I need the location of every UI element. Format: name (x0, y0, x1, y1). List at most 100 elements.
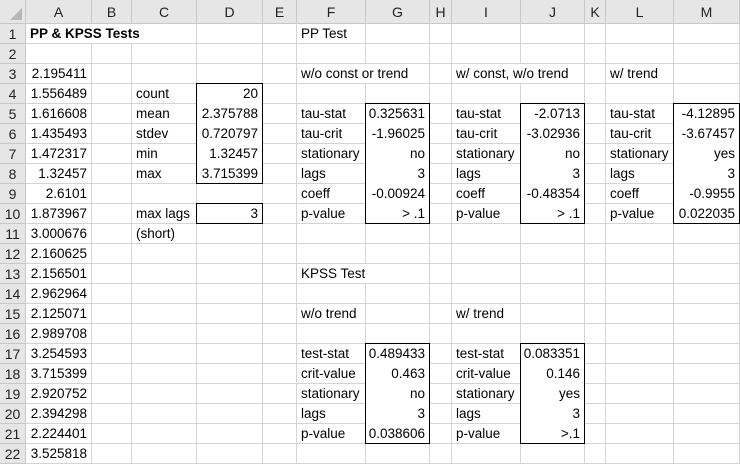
cell[interactable] (452, 244, 521, 264)
cell[interactable] (430, 124, 452, 144)
cell-j17[interactable]: 0.083351 (523, 346, 580, 361)
cell-a1[interactable]: PP & KPSS Tests (27, 24, 143, 43)
cell[interactable] (92, 284, 132, 304)
cell[interactable] (430, 424, 452, 444)
cell[interactable] (197, 324, 263, 344)
cell-c8[interactable]: max (133, 164, 165, 183)
cell[interactable] (585, 384, 606, 404)
cell[interactable] (26, 64, 92, 84)
cell-f21[interactable]: p-value (298, 424, 349, 443)
cell[interactable] (132, 64, 197, 84)
cell[interactable] (92, 224, 132, 244)
cell[interactable] (197, 264, 263, 284)
select-all-corner[interactable] (0, 0, 26, 24)
cell-g8[interactable]: 3 (417, 166, 425, 181)
cell[interactable] (132, 244, 197, 264)
cell-a20[interactable]: 2.394298 (30, 406, 87, 421)
cell-f3[interactable]: w/o const or trend (298, 64, 412, 83)
cell-a5[interactable]: 1.616608 (30, 106, 87, 121)
cell[interactable] (26, 284, 92, 304)
row-header-10[interactable]: 10 (0, 204, 26, 224)
cell[interactable] (430, 364, 452, 384)
cell-c11[interactable]: (short) (133, 224, 179, 243)
cell[interactable] (197, 24, 263, 44)
cell-i21[interactable]: p-value (453, 424, 504, 443)
cell-j5[interactable]: -2.0713 (534, 106, 580, 121)
column-header-j[interactable]: J (521, 0, 585, 24)
cell-a22[interactable]: 3.525818 (30, 446, 87, 461)
cell[interactable] (430, 204, 452, 224)
cell[interactable] (92, 244, 132, 264)
column-header-e[interactable]: E (263, 0, 297, 24)
cell[interactable] (26, 184, 92, 204)
cell-l8[interactable]: lags (607, 164, 638, 183)
cell-f8[interactable]: lags (298, 164, 329, 183)
cell[interactable] (297, 284, 366, 304)
cell[interactable] (26, 304, 92, 324)
cell[interactable] (452, 324, 521, 344)
cell-m10[interactable]: 0.022035 (678, 206, 735, 221)
cell[interactable] (606, 444, 674, 464)
cell[interactable] (521, 24, 585, 44)
cell[interactable] (585, 224, 606, 244)
cell[interactable] (92, 104, 132, 124)
cell[interactable] (521, 64, 585, 84)
cell[interactable] (297, 244, 366, 264)
cell[interactable] (521, 264, 585, 284)
cell[interactable] (92, 264, 132, 284)
row-header-12[interactable]: 12 (0, 244, 26, 264)
cell[interactable] (26, 144, 92, 164)
cell-f9[interactable]: coeff (298, 184, 334, 203)
cell[interactable] (366, 444, 430, 464)
cell[interactable] (132, 184, 197, 204)
cell[interactable] (92, 124, 132, 144)
cell[interactable] (197, 304, 263, 324)
column-header-h[interactable]: H (430, 0, 452, 24)
row-header-8[interactable]: 8 (0, 164, 26, 184)
cell[interactable] (366, 224, 430, 244)
cell[interactable] (263, 444, 297, 464)
cell[interactable] (521, 224, 585, 244)
cell-l3[interactable]: w/ trend (607, 64, 662, 83)
cell[interactable] (263, 204, 297, 224)
cell[interactable] (606, 264, 674, 284)
cell-j20[interactable]: 3 (572, 406, 580, 421)
cell-i18[interactable]: crit-value (453, 364, 514, 383)
cell[interactable] (606, 304, 674, 324)
cell[interactable] (521, 444, 585, 464)
cell[interactable] (674, 284, 740, 304)
row-header-2[interactable]: 2 (0, 44, 26, 64)
cell-m7[interactable]: yes (713, 146, 735, 161)
cell[interactable] (263, 64, 297, 84)
cell-i7[interactable]: stationary (453, 144, 518, 163)
cell[interactable] (674, 424, 740, 444)
cell[interactable] (26, 384, 92, 404)
cell[interactable] (92, 144, 132, 164)
cell[interactable] (263, 84, 297, 104)
cell[interactable] (430, 344, 452, 364)
cell-a15[interactable]: 2.125071 (30, 306, 87, 321)
cell[interactable] (606, 364, 674, 384)
cell-i9[interactable]: coeff (453, 184, 489, 203)
cell-j19[interactable]: yes (558, 386, 580, 401)
cell[interactable] (92, 404, 132, 424)
cell[interactable] (430, 304, 452, 324)
cell[interactable] (452, 44, 521, 64)
column-header-c[interactable]: C (132, 0, 197, 24)
cell[interactable] (585, 104, 606, 124)
cell-j6[interactable]: -3.02936 (526, 126, 580, 141)
cell[interactable] (585, 184, 606, 204)
cell[interactable] (92, 444, 132, 464)
cell[interactable] (674, 24, 740, 44)
column-header-l[interactable]: L (606, 0, 674, 24)
cell-a12[interactable]: 2.160625 (30, 246, 87, 261)
cell[interactable] (674, 384, 740, 404)
cell[interactable] (674, 264, 740, 284)
cell[interactable] (606, 44, 674, 64)
cell-f5[interactable]: tau-stat (298, 104, 350, 123)
cell-l7[interactable]: stationary (607, 144, 672, 163)
cell[interactable] (452, 284, 521, 304)
cell[interactable] (585, 164, 606, 184)
cell-g10[interactable]: > .1 (402, 206, 425, 221)
cell-c7[interactable]: min (133, 144, 161, 163)
